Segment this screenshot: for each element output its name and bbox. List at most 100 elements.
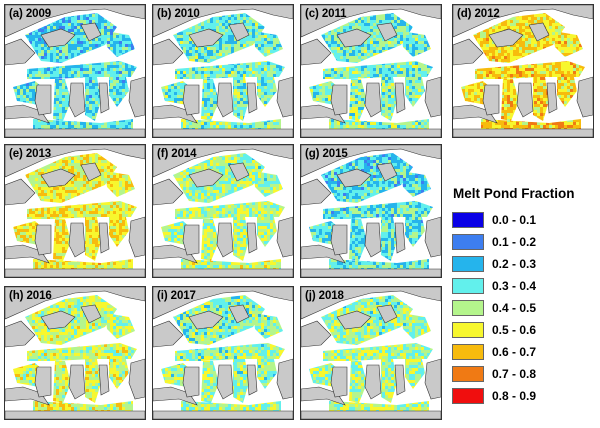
legend-label: 0.2 - 0.3: [492, 256, 536, 272]
land-mass: [5, 287, 145, 320]
land-masses: [5, 145, 145, 277]
land-mass: [301, 128, 441, 137]
land-mass: [5, 268, 145, 277]
legend-label: 0.1 - 0.2: [492, 234, 536, 250]
legend-item: 0.5 - 0.6: [452, 322, 592, 340]
land-mass: [276, 358, 293, 400]
legend-label: 0.6 - 0.7: [492, 344, 536, 360]
land-mass: [80, 304, 102, 324]
land-mass: [301, 244, 346, 264]
panel-label: (d) 2012: [457, 8, 500, 20]
land-masses: [301, 5, 441, 137]
land-mass: [5, 320, 36, 348]
legend-label: 0.7 - 0.8: [492, 366, 536, 382]
land-mass: [228, 22, 250, 42]
panel-label: (g) 2015: [305, 148, 348, 160]
land-mass: [394, 364, 406, 396]
legend-item: 0.1 - 0.2: [452, 234, 592, 252]
melt-pond-map: [453, 5, 593, 137]
map-panel-2015: (g) 2015: [300, 144, 442, 278]
land-mass: [5, 244, 50, 264]
melt-pond-map: [301, 287, 441, 419]
land-mass: [128, 358, 145, 400]
land-mass: [301, 178, 332, 206]
legend-item: 0.0 - 0.1: [452, 212, 592, 230]
map-panel-2012: (d) 2012: [452, 4, 594, 138]
land-mass: [482, 84, 500, 116]
legend-label: 0.0 - 0.1: [492, 212, 536, 228]
map-panel-2009: (a) 2009: [4, 4, 146, 138]
land-mass: [68, 364, 86, 400]
legend-swatch: [452, 344, 484, 360]
land-mass: [364, 82, 382, 118]
land-masses: [5, 5, 145, 137]
land-mass: [330, 366, 348, 398]
land-masses: [153, 145, 293, 277]
map-panel-2014: (f) 2014: [152, 144, 294, 278]
melt-pond-map: [5, 287, 145, 419]
land-masses: [153, 5, 293, 137]
land-mass: [376, 22, 398, 42]
land-mass: [182, 366, 200, 398]
land-mass: [336, 28, 372, 48]
land-mass: [336, 168, 372, 188]
land-mass: [153, 145, 293, 178]
panel-label: (e) 2013: [9, 148, 51, 160]
land-mass: [153, 38, 184, 66]
land-masses: [453, 5, 593, 137]
legend-swatch: [452, 388, 484, 404]
land-mass: [453, 128, 593, 137]
land-mass: [216, 82, 234, 118]
land-mass: [488, 28, 524, 48]
land-mass: [424, 216, 441, 258]
land-mass: [182, 224, 200, 256]
land-mass: [153, 244, 198, 264]
legend-swatch: [452, 278, 484, 294]
legend-label: 0.8 - 0.9: [492, 388, 536, 404]
legend-item: 0.4 - 0.5: [452, 300, 592, 318]
panel-label: (c) 2011: [305, 8, 347, 20]
melt-pond-map: [301, 145, 441, 277]
land-mass: [153, 320, 184, 348]
land-masses: [5, 287, 145, 419]
melt-pond-map: [153, 145, 293, 277]
panel-label: (j) 2018: [305, 290, 344, 302]
land-mass: [5, 178, 36, 206]
land-mass: [453, 38, 484, 66]
legend-swatch: [452, 366, 484, 382]
land-mass: [68, 82, 86, 118]
land-mass: [80, 22, 102, 42]
land-mass: [228, 162, 250, 182]
land-mass: [153, 410, 293, 419]
land-mass: [424, 76, 441, 118]
land-mass: [188, 168, 224, 188]
land-mass: [516, 82, 534, 118]
land-mass: [34, 224, 52, 256]
map-panel-2018: (j) 2018: [300, 286, 442, 420]
panel-label: (a) 2009: [9, 8, 51, 20]
legend-label: 0.5 - 0.6: [492, 322, 536, 338]
land-mass: [5, 5, 145, 38]
land-mass: [301, 410, 441, 419]
melt-pond-map: [153, 5, 293, 137]
panel-label: (b) 2010: [157, 8, 200, 20]
legend-label: 0.3 - 0.4: [492, 278, 536, 294]
land-mass: [246, 222, 258, 254]
land-mass: [5, 104, 50, 124]
land-mass: [576, 76, 593, 118]
land-masses: [153, 287, 293, 419]
land-mass: [34, 84, 52, 116]
land-mass: [301, 386, 346, 406]
legend-item: 0.8 - 0.9: [452, 388, 592, 406]
legend-label: 0.4 - 0.5: [492, 300, 536, 316]
map-panel-2013: (e) 2013: [4, 144, 146, 278]
land-mass: [5, 410, 145, 419]
land-mass: [424, 358, 441, 400]
land-mass: [301, 5, 441, 38]
land-mass: [246, 364, 258, 396]
land-mass: [182, 84, 200, 116]
land-mass: [301, 104, 346, 124]
land-mass: [153, 178, 184, 206]
map-panel-2017: (i) 2017: [152, 286, 294, 420]
land-mass: [364, 222, 382, 258]
